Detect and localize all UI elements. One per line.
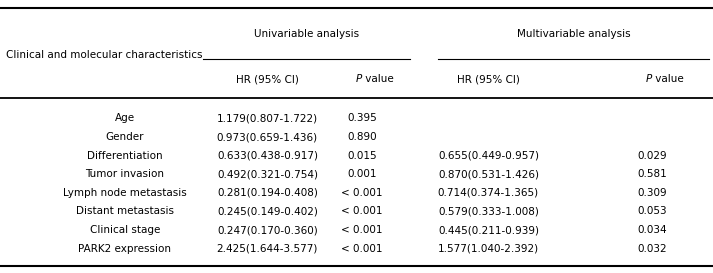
- Text: 0.053: 0.053: [637, 206, 667, 216]
- Text: 0.445(0.211‑0.939): 0.445(0.211‑0.939): [438, 225, 539, 235]
- Text: P: P: [356, 74, 362, 84]
- Text: 0.395: 0.395: [347, 114, 377, 123]
- Text: 0.032: 0.032: [637, 244, 667, 254]
- Text: Multivariable analysis: Multivariable analysis: [517, 29, 631, 39]
- Text: 0.309: 0.309: [637, 188, 667, 198]
- Text: value: value: [652, 74, 684, 84]
- Text: 1.179(0.807‑1.722): 1.179(0.807‑1.722): [217, 114, 318, 123]
- Text: 0.973(0.659‑1.436): 0.973(0.659‑1.436): [217, 132, 318, 142]
- Text: 0.281(0.194‑0.408): 0.281(0.194‑0.408): [217, 188, 318, 198]
- Text: value: value: [362, 74, 394, 84]
- Text: Differentiation: Differentiation: [87, 151, 163, 161]
- Text: 0.247(0.170‑0.360): 0.247(0.170‑0.360): [217, 225, 318, 235]
- Text: Tumor invasion: Tumor invasion: [86, 169, 164, 179]
- Text: 0.633(0.438‑0.917): 0.633(0.438‑0.917): [217, 151, 318, 161]
- Text: 0.579(0.333‑1.008): 0.579(0.333‑1.008): [438, 206, 539, 216]
- Text: 0.870(0.531‑1.426): 0.870(0.531‑1.426): [438, 169, 539, 179]
- Text: 0.492(0.321‑0.754): 0.492(0.321‑0.754): [217, 169, 318, 179]
- Text: 0.001: 0.001: [347, 169, 377, 179]
- Text: Distant metastasis: Distant metastasis: [76, 206, 174, 216]
- Text: < 0.001: < 0.001: [342, 244, 383, 254]
- Text: PARK2 expression: PARK2 expression: [78, 244, 171, 254]
- Text: 1.577(1.040‑2.392): 1.577(1.040‑2.392): [438, 244, 539, 254]
- Text: P: P: [646, 74, 652, 84]
- Text: 2.425(1.644‑3.577): 2.425(1.644‑3.577): [217, 244, 318, 254]
- Text: Clinical and molecular characteristics: Clinical and molecular characteristics: [6, 50, 202, 60]
- Text: Lymph node metastasis: Lymph node metastasis: [63, 188, 187, 198]
- Text: 0.034: 0.034: [637, 225, 667, 235]
- Text: 0.714(0.374‑1.365): 0.714(0.374‑1.365): [438, 188, 539, 198]
- Text: 0.890: 0.890: [347, 132, 377, 142]
- Text: Gender: Gender: [106, 132, 144, 142]
- Text: Clinical stage: Clinical stage: [90, 225, 160, 235]
- Text: Univariable analysis: Univariable analysis: [254, 29, 359, 39]
- Text: HR (95% CI): HR (95% CI): [236, 74, 299, 84]
- Text: < 0.001: < 0.001: [342, 188, 383, 198]
- Text: Age: Age: [115, 114, 135, 123]
- Text: < 0.001: < 0.001: [342, 225, 383, 235]
- Text: HR (95% CI): HR (95% CI): [457, 74, 520, 84]
- Text: 0.655(0.449‑0.957): 0.655(0.449‑0.957): [438, 151, 539, 161]
- Text: 0.029: 0.029: [637, 151, 667, 161]
- Text: < 0.001: < 0.001: [342, 206, 383, 216]
- Text: 0.581: 0.581: [637, 169, 667, 179]
- Text: 0.245(0.149‑0.402): 0.245(0.149‑0.402): [217, 206, 318, 216]
- Text: 0.015: 0.015: [347, 151, 377, 161]
